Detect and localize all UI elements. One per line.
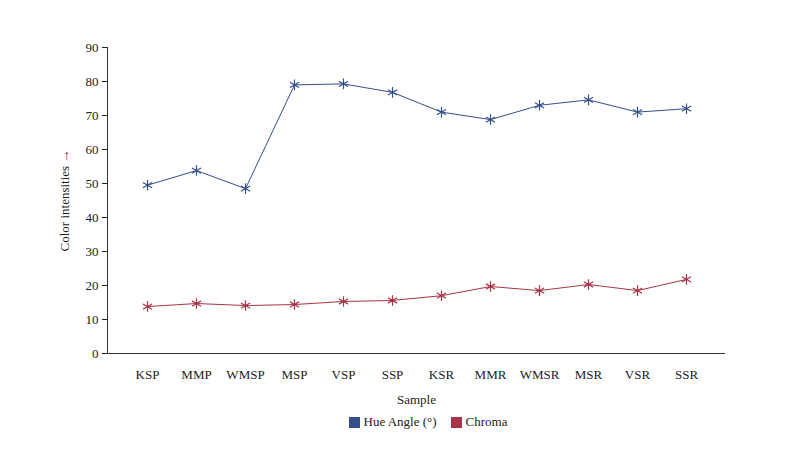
svg-text:Color intensities →: Color intensities → bbox=[57, 150, 72, 252]
svg-text:30: 30 bbox=[86, 244, 99, 259]
svg-text:SSP: SSP bbox=[382, 367, 404, 382]
svg-text:MSR: MSR bbox=[575, 367, 603, 382]
svg-text:20: 20 bbox=[86, 278, 99, 293]
svg-text:50: 50 bbox=[86, 176, 99, 191]
svg-text:0: 0 bbox=[92, 346, 99, 361]
html-text:Hue Angle (°): Hue Angle (°) bbox=[363, 414, 437, 429]
svg-text:40: 40 bbox=[86, 210, 99, 225]
svg-text:VSP: VSP bbox=[332, 367, 356, 382]
html-text:Chroma: Chroma bbox=[465, 414, 508, 429]
svg-text:WMSR: WMSR bbox=[520, 367, 560, 382]
svg-text:70: 70 bbox=[86, 108, 99, 123]
svg-text:VSR: VSR bbox=[625, 367, 651, 382]
svg-text:KSR: KSR bbox=[429, 367, 455, 382]
svg-text:Sample: Sample bbox=[397, 392, 436, 407]
svg-text:MMP: MMP bbox=[181, 367, 211, 382]
svg-text:MMR: MMR bbox=[475, 367, 507, 382]
svg-text:80: 80 bbox=[86, 74, 99, 89]
svg-text:90: 90 bbox=[86, 40, 99, 55]
svg-text:WMSP: WMSP bbox=[226, 367, 264, 382]
svg-text:10: 10 bbox=[86, 312, 99, 327]
svg-text:MSP: MSP bbox=[281, 367, 307, 382]
svg-text:60: 60 bbox=[86, 142, 99, 157]
svg-text:KSP: KSP bbox=[136, 367, 160, 382]
svg-text:SSR: SSR bbox=[675, 367, 698, 382]
